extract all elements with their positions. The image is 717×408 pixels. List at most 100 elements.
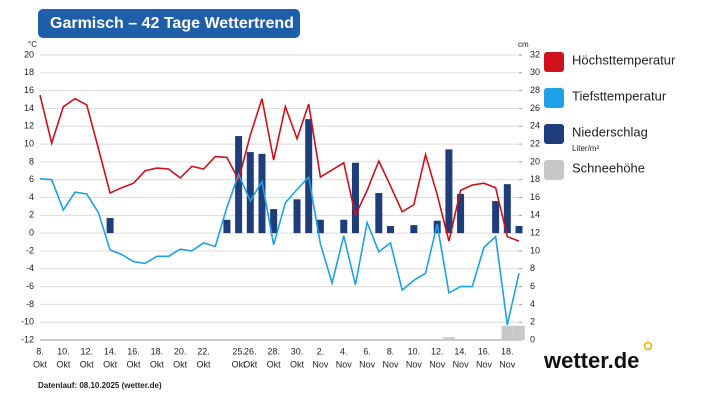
x-month-label: Nov [476,359,493,369]
y-tick-label: 0 [29,228,34,238]
logo-dot [643,341,653,351]
x-tick-label: 8. [36,346,44,356]
y-tick-label: 12 [24,121,34,131]
temp-line [39,94,520,242]
y2-tick-label: 18 [530,174,540,184]
x-month-label: Okt [243,359,258,369]
x-tick-label: 28. [267,346,280,356]
y2-tick-label: 14 [530,210,540,220]
x-tick-label: 26. [244,346,257,356]
precip-bar [270,209,278,234]
y2-unit: cm [518,40,529,49]
x-month-label: Nov [453,359,470,369]
y-tick-label: 16 [24,85,34,95]
x-month-label: Nov [499,359,516,369]
x-month-label: Okt [80,359,95,369]
legend-swatch [544,88,564,108]
y-tick-label: 10 [24,138,34,148]
precip-bar [246,152,254,234]
legend-swatch [544,52,564,72]
x-tick-label: 16. [127,346,140,356]
y2-tick-label: 0 [530,334,535,344]
chart-title: Garmisch – 42 Tage Wettertrend [50,15,294,32]
precip-bar [515,226,523,234]
x-tick-label: 18. [151,346,164,356]
legend-unit: Liter/m² [572,144,599,153]
x-tick-label: 12. [80,346,93,356]
precip-bar [258,153,266,234]
precip-bar [316,219,324,234]
legend-swatch [544,160,564,180]
y2-tick-label: 4 [530,299,535,309]
x-month-label: Okt [126,359,141,369]
x-tick-label: 12. [431,346,444,356]
y2-tick-label: 22 [530,138,540,148]
x-tick-label: 25. [232,346,245,356]
y2-tick-label: 8 [530,263,535,273]
precip-bar [457,193,465,234]
x-month-label: Okt [33,359,48,369]
precip-bar [503,184,511,234]
precip-bar [223,219,231,234]
y2-tick-label: 28 [530,85,540,95]
x-month-label: Okt [150,359,165,369]
x-month-label: Nov [382,359,399,369]
precip-bar [293,199,301,234]
precip-bar [375,193,383,234]
x-month-label: Okt [103,359,118,369]
logo: wetter.de [543,348,639,373]
y-tick-label: -4 [26,263,34,273]
snow-bar [513,325,525,340]
legend-label: Niederschlag [572,124,648,139]
y2-tick-label: 20 [530,156,540,166]
y2-tick-label: 30 [530,67,540,77]
precip-bar [445,149,453,234]
x-tick-label: 2. [317,346,325,356]
y-tick-label: 6 [29,174,34,184]
precip-bar [351,162,359,234]
y-tick-label: -12 [21,334,34,344]
x-month-label: Nov [312,359,329,369]
y-tick-label: 14 [24,103,34,113]
x-month-label: Nov [359,359,376,369]
x-tick-label: 14. [104,346,117,356]
title-box [38,9,300,38]
x-month-label: Okt [197,359,212,369]
x-tick-label: 16. [478,346,491,356]
x-tick-label: 18. [501,346,514,356]
x-tick-label: 10. [408,346,421,356]
x-month-label: Nov [336,359,353,369]
snow-bar [443,337,455,340]
y2-tick-label: 2 [530,317,535,327]
y-tick-label: 18 [24,67,34,77]
x-tick-label: 14. [454,346,467,356]
precip-bar [340,219,348,234]
legend-label: Schneehöhe [572,160,645,175]
x-month-label: Okt [290,359,305,369]
y2-tick-label: 12 [530,228,540,238]
legend-label: Tiefsttemperatur [572,88,667,103]
x-tick-label: 8. [387,346,395,356]
y-unit: °C [28,40,37,49]
x-month-label: Okt [173,359,188,369]
legend-label: Höchsttemperatur [572,52,676,67]
precip-bar [386,226,394,234]
y2-tick-label: 10 [530,245,540,255]
x-tick-label: 10. [57,346,70,356]
x-tick-label: 4. [340,346,348,356]
temp-line [39,172,520,326]
y-tick-label: -2 [26,245,34,255]
y2-tick-label: 6 [530,281,535,291]
precip-bar [235,136,243,234]
y-tick-label: -8 [26,299,34,309]
y-tick-label: 8 [29,156,34,166]
x-tick-label: 6. [363,346,371,356]
x-month-label: Okt [56,359,71,369]
y-tick-label: 20 [24,49,34,59]
y-tick-label: -10 [21,317,34,327]
footer: Datenlauf: 08.10.2025 (wetter.de) [38,381,162,390]
y2-tick-label: 24 [530,121,540,131]
y2-tick-label: 32 [530,49,540,59]
x-tick-label: 20. [174,346,187,356]
x-month-label: Nov [406,359,423,369]
